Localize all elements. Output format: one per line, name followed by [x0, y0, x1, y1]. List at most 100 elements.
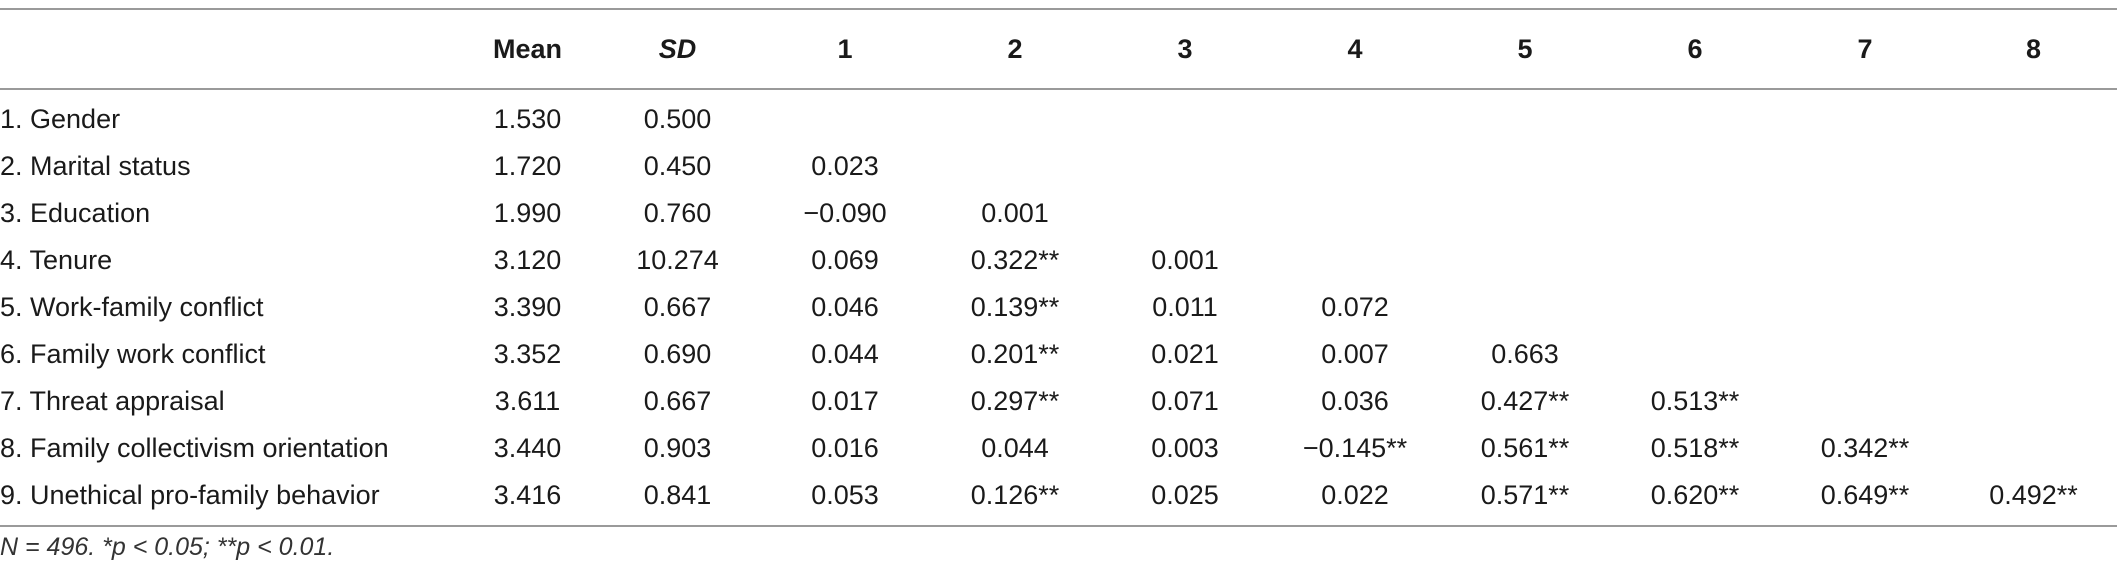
variable-label: 4. Tenure	[0, 245, 113, 275]
correlation-cell	[1440, 190, 1610, 237]
mean-cell: 3.120	[493, 245, 562, 275]
table-row: 7. Threat appraisal 3.611 0.667 0.017 0.297*…	[0, 378, 2117, 425]
correlation-cell	[1610, 284, 1780, 331]
correlation-cell: 0.342**	[1820, 433, 1910, 463]
correlation-cell: 0.072	[1321, 292, 1389, 322]
correlation-cell: 0.427**	[1480, 386, 1570, 416]
variable-label: 7. Threat appraisal	[0, 386, 225, 416]
correlation-cell	[1440, 237, 1610, 284]
correlation-cell	[1950, 425, 2117, 472]
header-cell-5: 5	[1517, 33, 1533, 64]
variable-label: 1. Gender	[0, 104, 121, 134]
table-footnote: N = 496. *p < 0.05; **p < 0.01.	[0, 533, 335, 561]
correlation-cell: 0.663	[1491, 339, 1559, 369]
sd-cell: 0.667	[643, 292, 712, 322]
correlation-cell: 0.001	[1151, 245, 1219, 275]
header-cell-7: 7	[1857, 33, 1873, 64]
correlation-cell: 0.044	[981, 433, 1049, 463]
sd-cell: 0.667	[643, 386, 712, 416]
correlation-cell: 0.139**	[970, 292, 1060, 322]
correlation-cell: 0.046	[811, 292, 879, 322]
variable-label: 9. Unethical pro-family behavior	[0, 480, 380, 510]
mean-cell: 1.720	[493, 151, 562, 181]
correlation-cell: 0.071	[1151, 386, 1219, 416]
header-cell-8: 8	[2025, 33, 2042, 64]
correlation-cell	[1610, 190, 1780, 237]
correlation-cell: 0.036	[1321, 386, 1389, 416]
table-row: 6. Family work conflict 3.352 0.690 0.044 0.…	[0, 331, 2117, 378]
variable-label: 8. Family collectivism orientation	[0, 433, 389, 463]
mean-cell: 1.990	[493, 198, 562, 228]
correlation-cell	[1610, 331, 1780, 378]
correlation-cell: 0.561**	[1480, 433, 1570, 463]
correlation-cell: −0.090	[803, 198, 887, 228]
header-row: Mean SD 1 2 3 4 5 6 7 8	[0, 9, 2117, 89]
correlation-cell: 0.322**	[970, 245, 1060, 275]
correlation-cell: 0.069	[811, 245, 879, 275]
correlation-cell: 0.021	[1151, 339, 1219, 369]
correlation-cell: 0.001	[981, 198, 1049, 228]
header-cell-4: 4	[1347, 33, 1363, 64]
correlation-cell: 0.620**	[1650, 480, 1740, 510]
variable-label: 5. Work-family conflict	[0, 292, 264, 322]
table-row: 5. Work-family conflict 3.390 0.667 0.046 0.…	[0, 284, 2117, 331]
correlation-cell	[1440, 284, 1610, 331]
correlation-cell	[1950, 378, 2117, 425]
correlation-cell: 0.023	[811, 151, 879, 181]
header-cell-variable	[0, 9, 460, 89]
sd-cell: 0.903	[643, 433, 712, 463]
table-row: 1. Gender 1.530 0.500	[0, 89, 2117, 143]
correlation-cell	[1780, 190, 1950, 237]
header-cell-3: 3	[1177, 33, 1193, 64]
correlation-cell: 0.022	[1321, 480, 1389, 510]
mean-cell: 3.440	[493, 433, 562, 463]
table-row: 8. Family collectivism orientation 3.440 0…	[0, 425, 2117, 472]
variable-label: 3. Education	[0, 198, 151, 228]
correlation-cell	[1780, 331, 1950, 378]
correlation-cell: 0.011	[1152, 292, 1218, 322]
mean-cell: 3.390	[493, 292, 562, 322]
sd-cell: 10.274	[636, 245, 719, 275]
sd-cell: 0.760	[643, 198, 712, 228]
correlation-cell: 0.571**	[1480, 480, 1570, 510]
correlation-cell	[1780, 89, 1950, 143]
correlation-cell	[1440, 143, 1610, 190]
mean-cell: 3.611	[494, 386, 561, 416]
correlation-cell	[1270, 143, 1440, 190]
table-body: 1. Gender 1.530 0.500 2. Marital status 1.72…	[0, 89, 2117, 526]
correlation-cell	[1950, 237, 2117, 284]
correlation-cell	[1780, 284, 1950, 331]
correlation-cell	[1440, 89, 1610, 143]
correlation-cell: 0.492**	[1989, 480, 2078, 510]
correlation-cell	[1950, 143, 2117, 190]
correlation-cell	[760, 89, 930, 143]
correlation-cell	[1270, 237, 1440, 284]
header-cell-mean: Mean	[492, 33, 563, 64]
correlation-cell	[1610, 143, 1780, 190]
correlation-cell: 0.513**	[1650, 386, 1740, 416]
header-cell-6: 6	[1687, 33, 1703, 64]
header-cell-2: 2	[1007, 33, 1023, 64]
variable-label: 6. Family work conflict	[0, 339, 266, 369]
mean-cell: 1.530	[493, 104, 562, 134]
correlation-cell	[1950, 89, 2117, 143]
correlation-cell: 0.016	[811, 433, 879, 463]
table-row: 9. Unethical pro-family behavior 3.416 0.8…	[0, 472, 2117, 526]
correlation-cell: 0.297**	[970, 386, 1060, 416]
correlation-cell	[1100, 190, 1270, 237]
correlation-cell	[1950, 331, 2117, 378]
correlation-cell	[1780, 143, 1950, 190]
correlation-cell: 0.201**	[970, 339, 1060, 369]
correlation-cell: 0.025	[1151, 480, 1219, 510]
correlation-cell: 0.518**	[1650, 433, 1740, 463]
table-row: 3. Education 1.990 0.760 −0.090 0.001	[0, 190, 2117, 237]
correlation-cell: 0.017	[811, 386, 879, 416]
correlation-cell	[1100, 143, 1270, 190]
mean-cell: 3.352	[493, 339, 562, 369]
table-row: 2. Marital status 1.720 0.450 0.023	[0, 143, 2117, 190]
correlation-cell	[1780, 237, 1950, 284]
correlation-cell	[1950, 190, 2117, 237]
header-cell-sd: SD	[658, 33, 697, 64]
correlation-cell: 0.126**	[970, 480, 1060, 510]
